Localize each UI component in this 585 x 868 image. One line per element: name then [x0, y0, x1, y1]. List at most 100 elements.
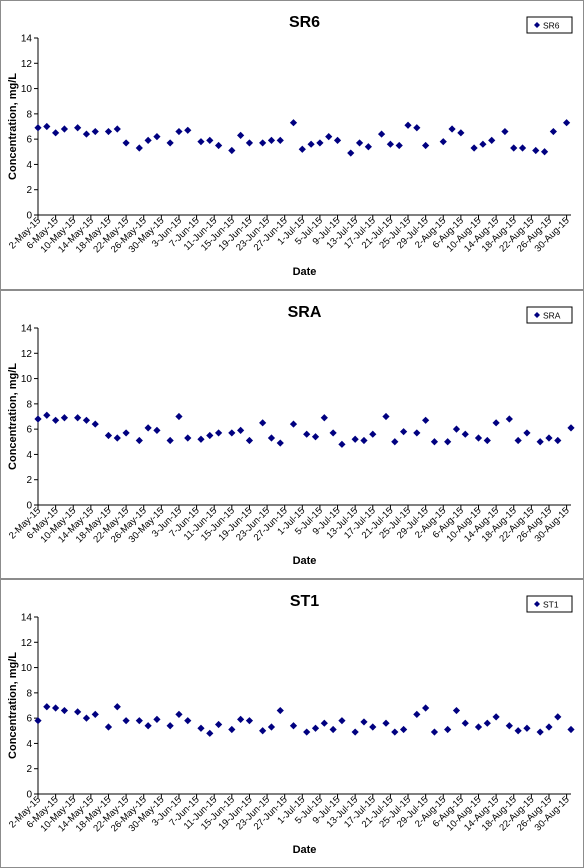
- y-tick-label: 12: [21, 59, 33, 70]
- data-point: [267, 723, 276, 731]
- data-point: [430, 438, 439, 446]
- data-point: [82, 714, 91, 722]
- data-point: [501, 127, 509, 136]
- y-tick-label: 14: [21, 613, 33, 624]
- data-point: [488, 136, 496, 145]
- data-point: [316, 139, 324, 147]
- data-point: [329, 725, 337, 734]
- data-point: [311, 724, 320, 732]
- data-point: [175, 710, 183, 718]
- data-point: [338, 717, 346, 725]
- data-point: [135, 717, 143, 725]
- data-point: [382, 412, 390, 421]
- data-point: [404, 121, 412, 129]
- data-point: [267, 136, 276, 145]
- data-point: [444, 438, 452, 446]
- y-tick-label: 6: [26, 425, 32, 436]
- y-tick-label: 2: [26, 475, 32, 486]
- x-axis-title: Date: [293, 844, 317, 856]
- data-point: [276, 439, 284, 447]
- data-point: [34, 415, 42, 423]
- data-point: [104, 431, 113, 440]
- data-point: [91, 710, 99, 718]
- data-point: [505, 415, 513, 423]
- data-point: [104, 127, 113, 136]
- legend-marker: [534, 601, 540, 607]
- data-point: [413, 429, 421, 437]
- data-point: [452, 706, 461, 715]
- data-point: [470, 144, 478, 152]
- data-point: [562, 119, 571, 127]
- data-point: [228, 429, 236, 437]
- y-tick-label: 4: [26, 739, 32, 750]
- data-point: [333, 136, 342, 145]
- y-tick-label: 14: [21, 34, 33, 45]
- data-point: [536, 438, 544, 446]
- data-point: [303, 430, 311, 438]
- data-point: [523, 724, 531, 732]
- data-point: [400, 725, 408, 734]
- y-tick-label: 2: [26, 185, 32, 196]
- y-tick-label: 6: [26, 135, 32, 146]
- data-point: [135, 436, 143, 445]
- y-tick-label: 0: [26, 790, 32, 801]
- data-point: [377, 130, 386, 138]
- y-axis-title: Concentration, mg/L: [7, 652, 19, 759]
- y-tick-label: 10: [21, 374, 33, 385]
- data-point: [43, 122, 51, 131]
- data-point: [298, 145, 306, 153]
- data-point: [104, 723, 113, 731]
- data-point: [395, 141, 403, 150]
- data-point: [422, 704, 430, 712]
- x-axis-title: Date: [293, 555, 317, 567]
- data-point: [369, 430, 377, 438]
- y-tick-label: 12: [21, 349, 33, 360]
- y-axis-title: Concentration, mg/L: [7, 363, 19, 470]
- data-point: [215, 429, 223, 437]
- data-point: [166, 722, 174, 730]
- y-tick-label: 8: [26, 688, 32, 699]
- y-tick-label: 10: [21, 663, 33, 674]
- y-tick-label: 2: [26, 764, 32, 775]
- data-point: [329, 429, 337, 437]
- data-point: [413, 710, 421, 718]
- data-point: [122, 429, 130, 437]
- chart-title: SR6: [289, 14, 320, 31]
- data-point: [34, 124, 42, 132]
- data-point: [206, 729, 214, 737]
- data-point: [444, 725, 452, 734]
- data-point: [289, 119, 298, 127]
- data-point: [113, 434, 121, 442]
- data-point: [289, 722, 298, 730]
- data-point: [400, 428, 408, 436]
- y-axis-title: Concentration, mg/L: [7, 73, 19, 180]
- data-point: [351, 435, 359, 443]
- data-point: [215, 720, 223, 729]
- data-point: [514, 436, 522, 445]
- data-point: [60, 706, 69, 715]
- data-point: [360, 436, 368, 445]
- data-point: [259, 419, 267, 427]
- data-point: [430, 728, 439, 736]
- data-point: [320, 719, 328, 727]
- data-point: [122, 139, 130, 147]
- legend-marker: [534, 22, 540, 28]
- chart-svg: SR6024681012142-May-156-May-1510-May-151…: [7, 14, 573, 278]
- data-point: [492, 419, 500, 427]
- y-tick-label: 14: [21, 324, 33, 335]
- data-point: [391, 438, 399, 446]
- data-point: [259, 139, 267, 147]
- y-tick-label: 4: [26, 450, 32, 461]
- y-tick-label: 0: [26, 211, 32, 222]
- legend-box: [526, 595, 573, 613]
- data-point: [369, 723, 377, 731]
- data-point: [184, 126, 192, 134]
- data-point: [43, 703, 51, 711]
- data-point: [452, 425, 461, 433]
- data-point: [320, 414, 328, 422]
- chart-svg: ST1024681012142-May-156-May-1510-May-151…: [7, 593, 575, 856]
- chart-panel-sr6: SR6 0 2 4 6 8 10 12 14 2-May-15 6-May-15 10-May-15 1…: [0, 0, 584, 290]
- data-point: [532, 146, 540, 155]
- y-tick-label: 0: [26, 501, 32, 512]
- data-point: [175, 412, 183, 421]
